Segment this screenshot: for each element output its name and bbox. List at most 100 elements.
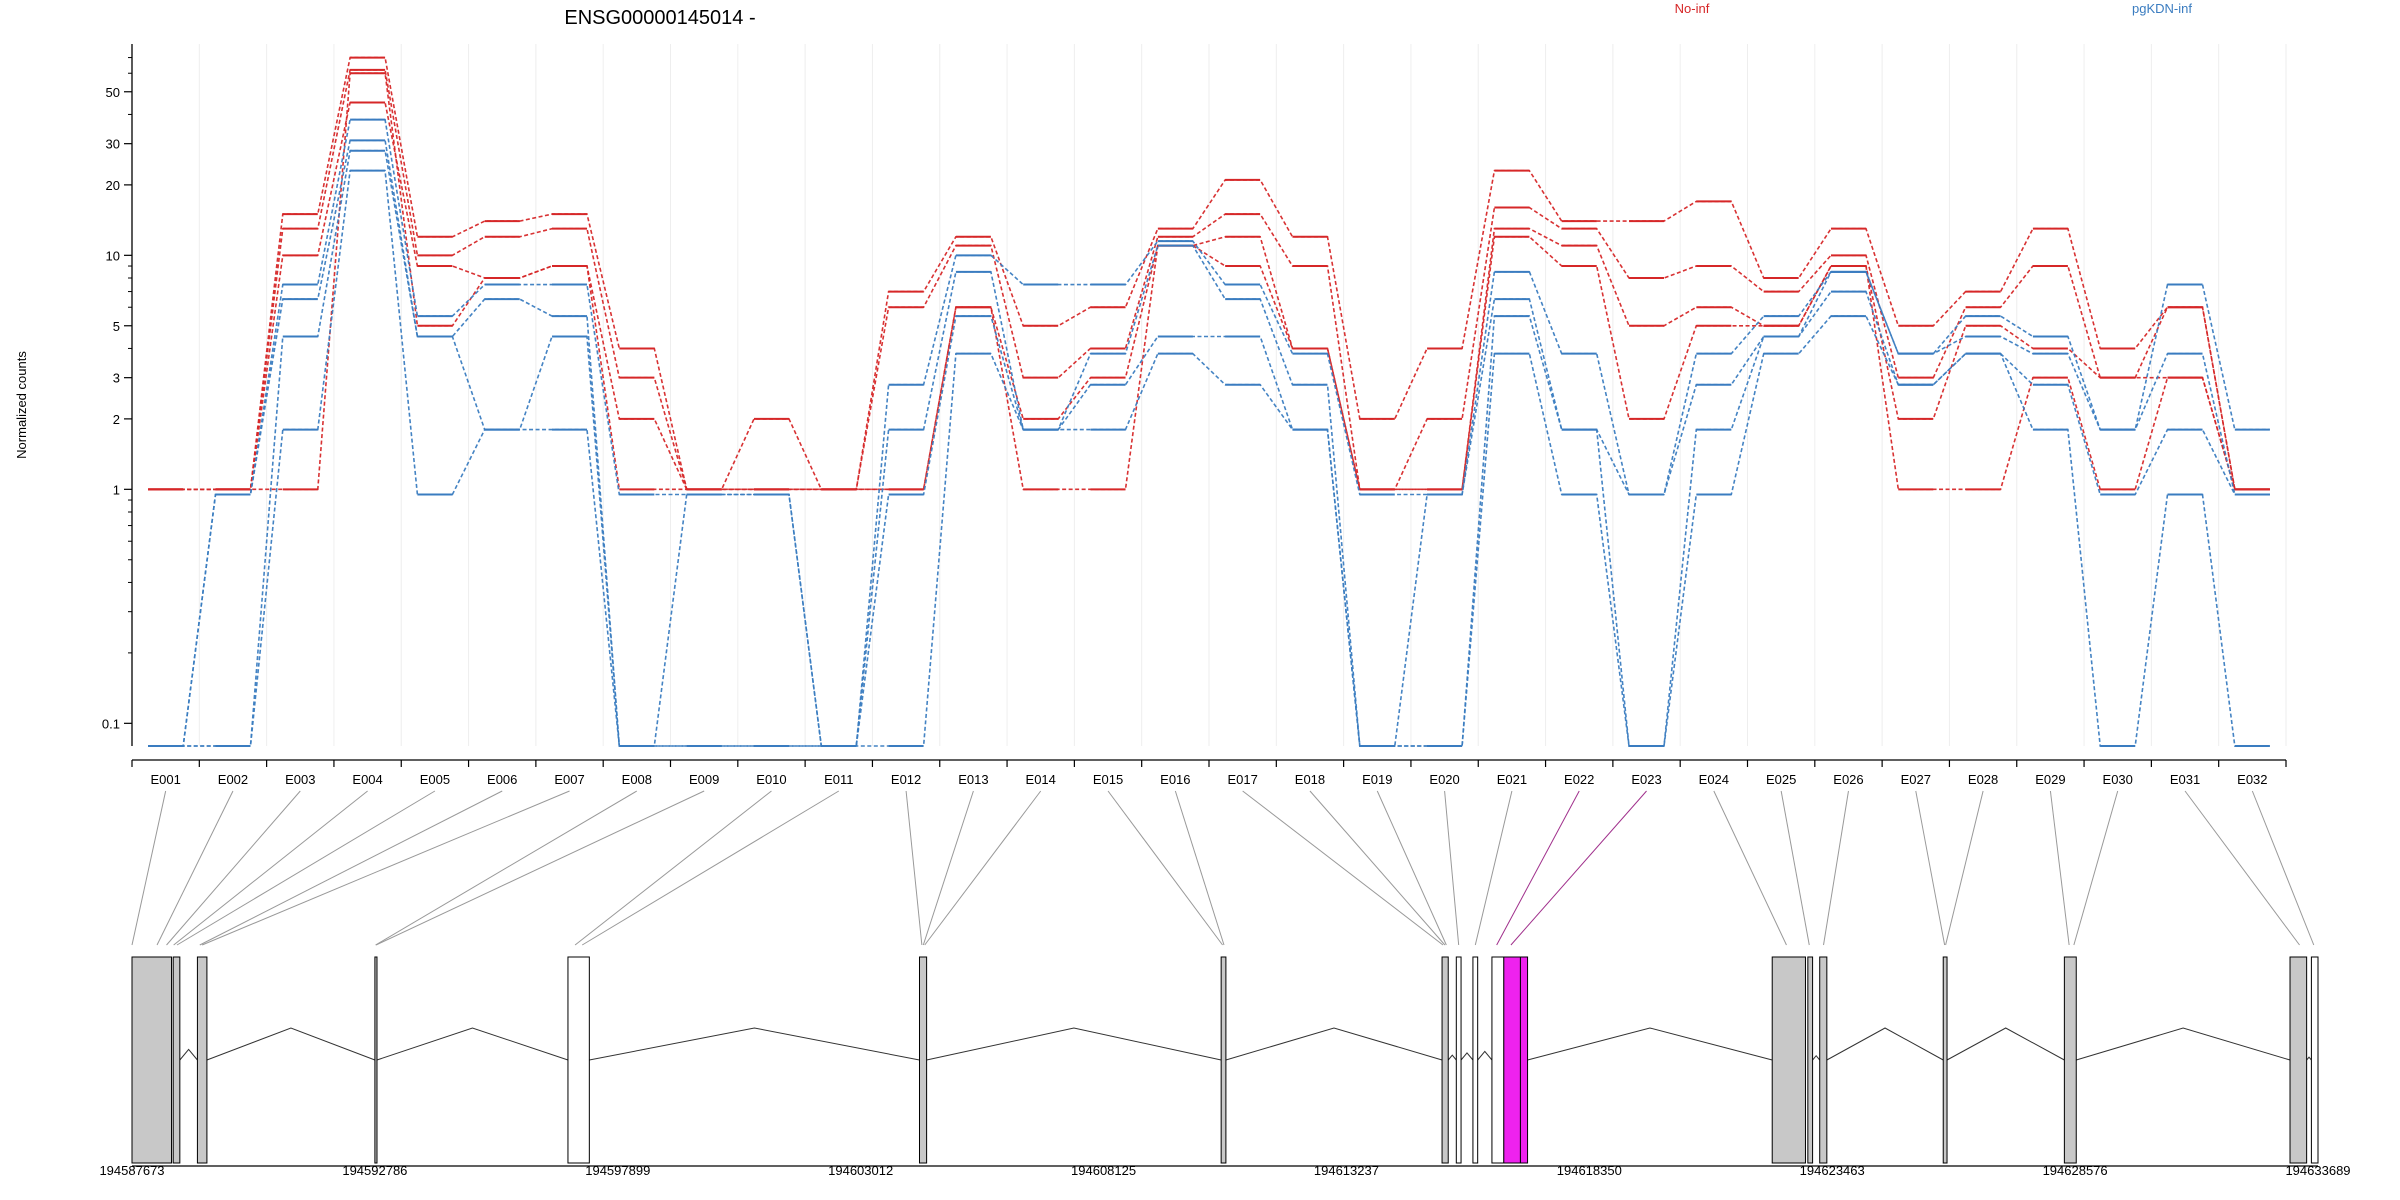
coordinate-label: 194623463 (1800, 1163, 1865, 1178)
x-tick-label: E024 (1699, 772, 1729, 787)
exon-block (196, 956, 208, 1164)
exon-connector (1780, 790, 1810, 946)
x-tick-label: E022 (1564, 772, 1594, 787)
legend-pgkdn-inf: pgKDN-inf (2132, 1, 2192, 16)
exon-block (172, 956, 181, 1164)
x-tick-label: E015 (1093, 772, 1123, 787)
x-tick-label: E011 (824, 772, 853, 787)
exon-connector (131, 790, 167, 946)
x-tick-label: E001 (150, 772, 180, 787)
exon-connector (166, 790, 301, 946)
exon-block (2310, 956, 2319, 1164)
x-tick-label: E029 (2035, 772, 2065, 787)
x-tick-label: E023 (1631, 772, 1661, 787)
exon-connector (1510, 790, 1647, 946)
y-axis-label: Normalized counts (14, 351, 29, 459)
intron-line (1812, 1054, 1821, 1061)
x-tick-label: E026 (1833, 772, 1863, 787)
exon-block (1491, 956, 1505, 1164)
exon-block (1441, 956, 1449, 1164)
chart-title: ENSG00000145014 - (564, 7, 755, 29)
exon-connector (922, 790, 974, 946)
x-tick-label: E021 (1497, 772, 1527, 787)
x-tick-label: E002 (218, 772, 248, 787)
y-tick-label: 2 (113, 412, 120, 427)
x-tick-label: E005 (420, 772, 450, 787)
exon-connector (1242, 790, 1444, 946)
coordinate-label: 194618350 (1557, 1163, 1622, 1178)
intron-line (206, 1027, 376, 1061)
exon-connector (1309, 790, 1446, 946)
intron-line (1460, 1052, 1474, 1061)
exon-block (567, 956, 590, 1164)
series-layer (148, 56, 2270, 747)
x-tick-label: E010 (756, 772, 786, 787)
x-tick-label: E027 (1901, 772, 1931, 787)
y-tick-label: 0.1 (102, 716, 120, 731)
exon-block (1519, 956, 1529, 1164)
exon-connector (1945, 790, 1984, 946)
exon-connector (1823, 790, 1849, 946)
x-tick-label: E017 (1227, 772, 1257, 787)
coordinate-label: 194613237 (1314, 1163, 1379, 1178)
x-tick-label: E030 (2103, 772, 2133, 787)
exon-connector (574, 790, 772, 946)
exon-connector (1444, 790, 1460, 946)
intron-line (1447, 1054, 1457, 1061)
exon-connector (375, 790, 705, 946)
exon-block (1220, 956, 1227, 1164)
exon-connector (2184, 790, 2300, 946)
x-tick-label: E031 (2170, 772, 2200, 787)
exon-connector (2049, 790, 2070, 946)
coordinate-label: 194628576 (2043, 1163, 2108, 1178)
y-tick-label: 3 (113, 371, 120, 386)
intron-line (1527, 1027, 1773, 1061)
legend-no-inf: No-inf (1675, 1, 1710, 16)
exon-connector (1496, 790, 1580, 946)
x-tick-label: E003 (285, 772, 315, 787)
x-tick-label: E016 (1160, 772, 1190, 787)
intron-line (1477, 1050, 1493, 1061)
coordinate-label: 194597899 (585, 1163, 650, 1178)
exon-connector (173, 790, 368, 946)
intron-line (926, 1027, 1222, 1061)
y-axis: 0.1 1 2 3 5 10 20 30 50 (102, 44, 133, 746)
exon-connector (924, 790, 1042, 946)
exon-block (374, 956, 378, 1164)
exon-connector (1174, 790, 1225, 946)
coordinate-label: 194633689 (2285, 1163, 2350, 1178)
y-tick-label: 1 (113, 482, 120, 497)
exon-block (2289, 956, 2308, 1164)
exon-block (1503, 956, 1521, 1164)
exon-connector (375, 790, 638, 946)
exon-connector (156, 790, 234, 946)
exon-block (131, 956, 173, 1164)
x-tick-label: E018 (1295, 772, 1325, 787)
exon-connector (1107, 790, 1223, 946)
coordinate-label: 194608125 (1071, 1163, 1136, 1178)
x-tick-label: E020 (1429, 772, 1459, 787)
exon-connector (905, 790, 923, 946)
exon-block (1771, 956, 1806, 1164)
plot-grid (131, 44, 2287, 746)
exon-connector (1713, 790, 1787, 946)
exon-connector (176, 790, 436, 946)
exon-connector (2073, 790, 2119, 946)
gene-model: 194587673 194592786 194597899 194603012 1946… (99, 956, 2351, 1178)
x-tick-label: E008 (622, 772, 652, 787)
exon-connector (1474, 790, 1513, 946)
exon-block (1455, 956, 1462, 1164)
x-tick-label: E012 (891, 772, 921, 787)
x-tick-label: E006 (487, 772, 517, 787)
exon-connector (2251, 790, 2315, 946)
series-line (148, 101, 2270, 491)
intron-line (2076, 1027, 2291, 1061)
coordinate-label: 194603012 (828, 1163, 893, 1178)
exon-connector (199, 790, 503, 946)
exon-connector (581, 790, 840, 946)
x-tick-label: E028 (1968, 772, 1998, 787)
exon-block (1807, 956, 1814, 1164)
x-axis: E001 E002 E003 E004 E005 E006 E007 E008 E009 E010… (131, 759, 2287, 787)
intron-line (376, 1027, 569, 1061)
